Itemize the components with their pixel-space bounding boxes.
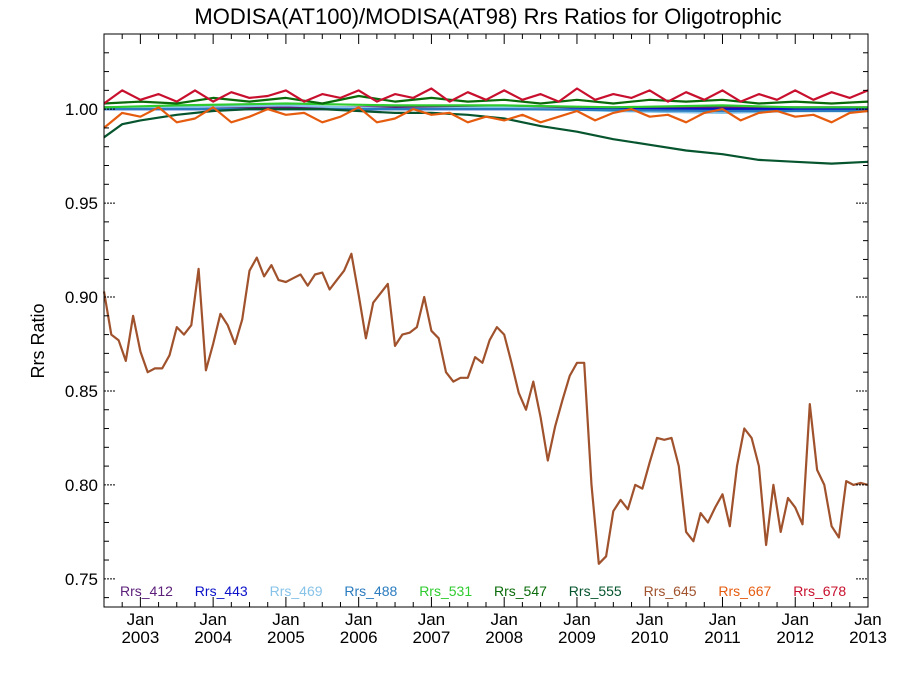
x-tick-year: 2012 [776, 628, 814, 647]
y-tick-label: 0.90 [65, 288, 98, 307]
x-tick-year: 2013 [849, 628, 887, 647]
legend-entry-rrs-555: Rrs_555 [569, 583, 622, 599]
legend-entry-rrs-469: Rrs_469 [270, 583, 323, 599]
legend-entry-rrs-645: Rrs_645 [644, 583, 697, 599]
x-tick-year: 2007 [413, 628, 451, 647]
series-line-rrs-667 [103, 106, 869, 129]
y-tick-label: 0.95 [65, 194, 98, 213]
y-tick-label: 1.00 [65, 100, 98, 119]
series-line-rrs-678 [103, 87, 869, 105]
legend-entry-rrs-547: Rrs_547 [494, 583, 547, 599]
x-tick-month: Jan [490, 610, 517, 629]
x-tick-year: 2006 [340, 628, 378, 647]
legend-entry-rrs-678: Rrs_678 [793, 583, 846, 599]
x-tick-month: Jan [345, 610, 372, 629]
x-tick-year: 2009 [558, 628, 596, 647]
y-axis-label: Rrs Ratio [28, 303, 48, 378]
x-axis: Jan2003Jan2004Jan2005Jan2006Jan2007Jan20… [103, 34, 887, 647]
legend-entry-rrs-443: Rrs_443 [195, 583, 248, 599]
x-tick-year: 2008 [485, 628, 523, 647]
x-tick-month: Jan [782, 610, 809, 629]
y-axis: 0.75 0.80 0.85 0.90 0.95 1.00 [65, 52, 868, 599]
series-line-rrs-555 [103, 107, 869, 165]
x-tick-month: Jan [199, 610, 226, 629]
series-line-rrs-531 [103, 102, 868, 109]
legend-entry-rrs-412: Rrs_412 [120, 583, 173, 599]
legend-entry-rrs-488: Rrs_488 [344, 583, 397, 599]
series-layer [102, 87, 869, 565]
legend-entry-rrs-531: Rrs_531 [419, 583, 472, 599]
legend-entry-rrs-667: Rrs_667 [718, 583, 771, 599]
x-tick-year: 2010 [631, 628, 669, 647]
x-tick-year: 2003 [121, 628, 159, 647]
x-tick-month: Jan [636, 610, 663, 629]
x-tick-month: Jan [418, 610, 445, 629]
y-tick-label: 0.80 [65, 476, 98, 495]
series-line-rrs-645 [102, 252, 869, 565]
legend: Rrs_412 Rrs_443 Rrs_469 Rrs_488 Rrs_531 Rrs_5… [120, 583, 846, 599]
x-tick-month: Jan [127, 610, 154, 629]
y-tick-label: 0.85 [65, 382, 98, 401]
x-tick-year: 2005 [267, 628, 305, 647]
x-tick-month: Jan [563, 610, 590, 629]
x-tick-year: 2011 [704, 628, 741, 647]
chart-title: MODISA(AT100)/MODISA(AT98) Rrs Ratios fo… [194, 4, 781, 29]
x-tick-month: Jan [272, 610, 299, 629]
y-tick-label: 0.75 [65, 570, 98, 589]
x-tick-year: 2004 [194, 628, 232, 647]
x-tick-month: Jan [709, 610, 736, 629]
x-tick-month: Jan [854, 610, 881, 629]
